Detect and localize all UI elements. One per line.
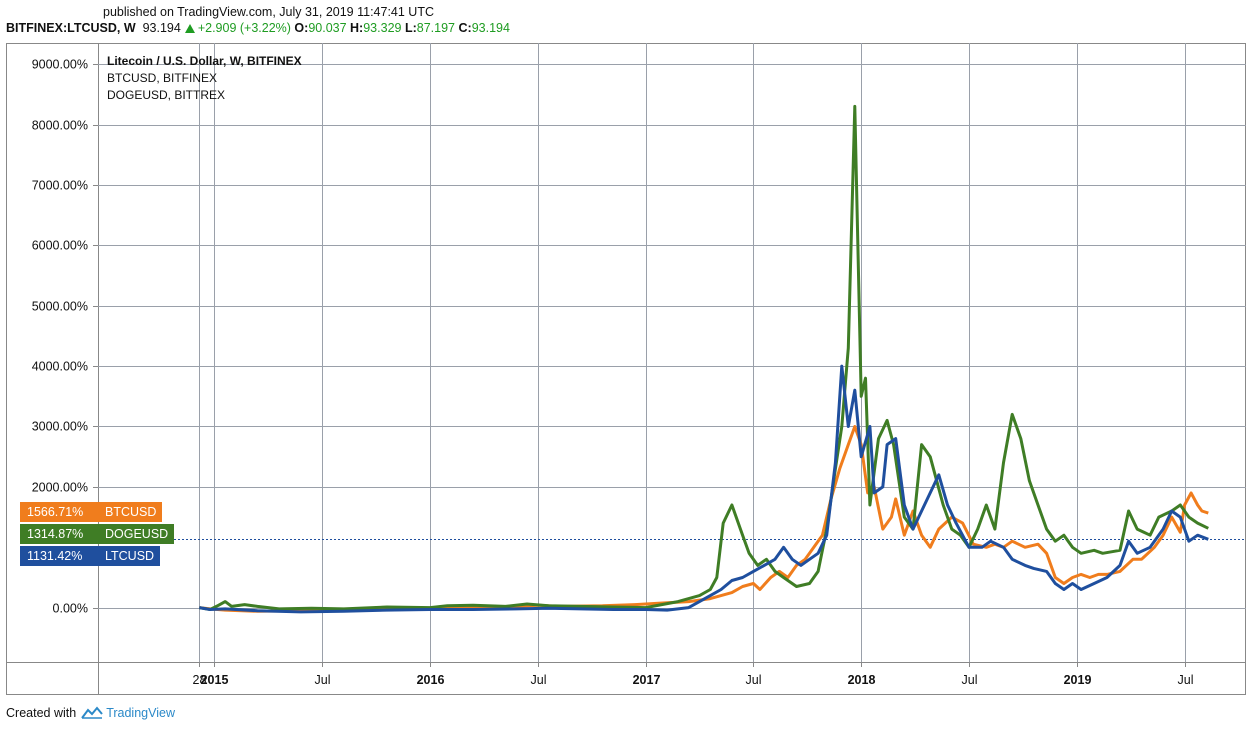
- symbol-label: BITFINEX:LTCUSD, W: [6, 21, 136, 35]
- low-value: 87.197: [416, 21, 455, 35]
- tag-dogeusd: 1314.87% DOGEUSD: [20, 524, 175, 544]
- tradingview-logo-icon: [81, 706, 103, 719]
- legend-main-series: Litecoin / U.S. Dollar, W, BITFINEX: [107, 54, 302, 68]
- legend-dogeusd: DOGEUSD, BITTREX: [107, 88, 226, 102]
- price-value: 93.194: [142, 21, 181, 35]
- low-label: L:: [404, 21, 417, 35]
- footer: Created with TradingView: [6, 706, 175, 720]
- ohlc-line: BITFINEX:LTCUSD, W 93.194 +2.909 (+3.22%)…: [6, 21, 510, 35]
- close-label: C:: [458, 21, 472, 35]
- up-triangle-icon: [184, 24, 195, 33]
- high-label: H:: [350, 21, 364, 35]
- x-tick-label: 2019: [1064, 673, 1092, 687]
- y-tick-label: 5000.00%: [32, 300, 88, 314]
- high-value: 93.329: [363, 21, 402, 35]
- change-value: +2.909 (+3.22%): [197, 21, 291, 35]
- series-line-ltcusd: [199, 364, 1209, 614]
- tag-value: 1131.42%: [20, 546, 99, 566]
- legend-btcusd: BTCUSD, BITFINEX: [107, 71, 218, 85]
- x-tick-label: Jul: [962, 673, 978, 687]
- y-tick-label: 3000.00%: [32, 420, 88, 434]
- x-tick-label: 2017: [633, 673, 661, 687]
- y-tick-label: 2000.00%: [32, 481, 88, 495]
- x-tick-label: 28: [193, 673, 207, 687]
- tag-series-name: LTCUSD: [99, 546, 161, 566]
- chart-frame: [6, 43, 1246, 695]
- x-tick-label: 2018: [848, 673, 876, 687]
- x-tick-label: 2016: [417, 673, 445, 687]
- created-with-label: Created with: [6, 706, 77, 720]
- x-tick-label: 2015: [201, 673, 229, 687]
- close-value: 93.194: [471, 21, 510, 35]
- y-tick-label: 7000.00%: [32, 179, 88, 193]
- tag-ltcusd: 1131.42% LTCUSD: [20, 546, 161, 566]
- series-line-dogeusd: [199, 104, 1209, 611]
- x-tick-label: Jul: [746, 673, 762, 687]
- y-tick-label: 8000.00%: [32, 119, 88, 133]
- y-tick-label: 9000.00%: [32, 58, 88, 72]
- tradingview-link[interactable]: TradingView: [106, 706, 175, 720]
- chart-legend: Litecoin / U.S. Dollar, W, BITFINEX BTCU…: [107, 53, 302, 104]
- tag-btcusd: 1566.71% BTCUSD: [20, 502, 163, 522]
- tag-value: 1566.71%: [20, 502, 99, 522]
- tag-value: 1314.87%: [20, 524, 99, 544]
- open-label: O:: [294, 21, 309, 35]
- tag-series-name: BTCUSD: [99, 502, 163, 522]
- x-tick-label: Jul: [315, 673, 331, 687]
- published-line: published on TradingView.com, July 31, 2…: [103, 5, 434, 19]
- y-tick-label: 0.00%: [53, 602, 88, 616]
- y-tick-label: 4000.00%: [32, 360, 88, 374]
- x-tick-label: Jul: [531, 673, 547, 687]
- x-tick-label: Jul: [1178, 673, 1194, 687]
- y-tick-label: 6000.00%: [32, 239, 88, 253]
- open-value: 90.037: [308, 21, 347, 35]
- tag-series-name: DOGEUSD: [99, 524, 175, 544]
